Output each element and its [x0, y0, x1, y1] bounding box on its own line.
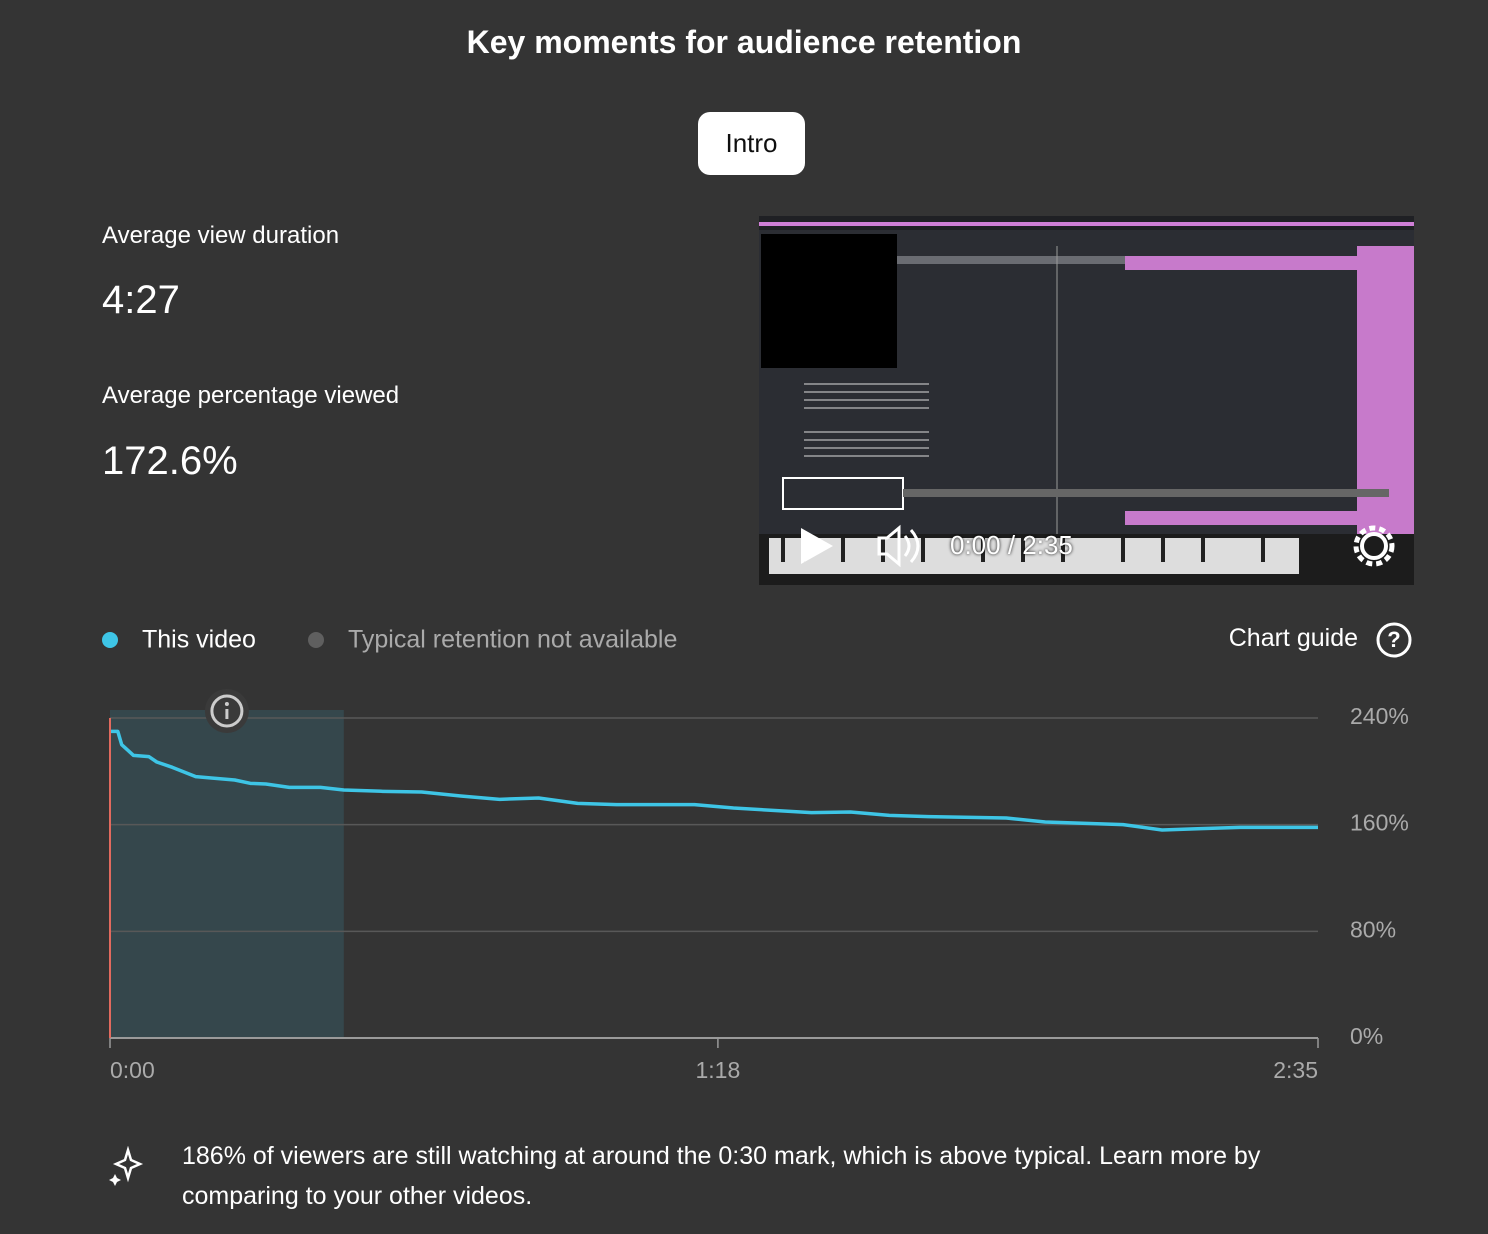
- stat-label: Average view duration: [102, 222, 340, 249]
- stat-label: Average percentage viewed: [102, 382, 400, 409]
- legend-dot: [308, 632, 324, 648]
- help-icon[interactable]: ?: [1375, 621, 1413, 659]
- x-tick-label: 2:35: [1273, 1057, 1318, 1083]
- x-tick-label: 1:18: [696, 1057, 741, 1083]
- key-moment-band: [110, 710, 344, 1038]
- x-tick-label: 0:00: [110, 1057, 155, 1083]
- insight-text: 186% of viewers are still watching at ar…: [182, 1142, 1261, 1210]
- info-icon: [224, 702, 229, 706]
- video-player[interactable]: 0:00 / 2:35: [759, 216, 1414, 585]
- y-tick-label: 160%: [1350, 810, 1409, 836]
- y-tick-label: 80%: [1350, 916, 1396, 942]
- sparkle-icon: [109, 1146, 144, 1186]
- svg-text:?: ?: [1387, 627, 1400, 652]
- y-tick-label: 0%: [1350, 1023, 1383, 1049]
- legend-dot: [102, 632, 118, 648]
- chart-guide[interactable]: Chart guide: [1228, 624, 1358, 652]
- video-time: 0:00 / 2:35: [950, 530, 1073, 560]
- retention-line: [110, 729, 1318, 832]
- legend-label: Typical retention not available: [348, 626, 677, 654]
- video-frame: [759, 216, 1414, 585]
- stat-value: 4:27: [102, 278, 180, 322]
- info-icon: [210, 694, 244, 728]
- legend-label: This video: [142, 626, 256, 654]
- y-tick-label: 240%: [1350, 703, 1409, 729]
- tab-intro[interactable]: Intro: [698, 112, 805, 175]
- stat-value: 172.6%: [102, 439, 238, 483]
- title: Key moments for audience retention: [466, 24, 1022, 60]
